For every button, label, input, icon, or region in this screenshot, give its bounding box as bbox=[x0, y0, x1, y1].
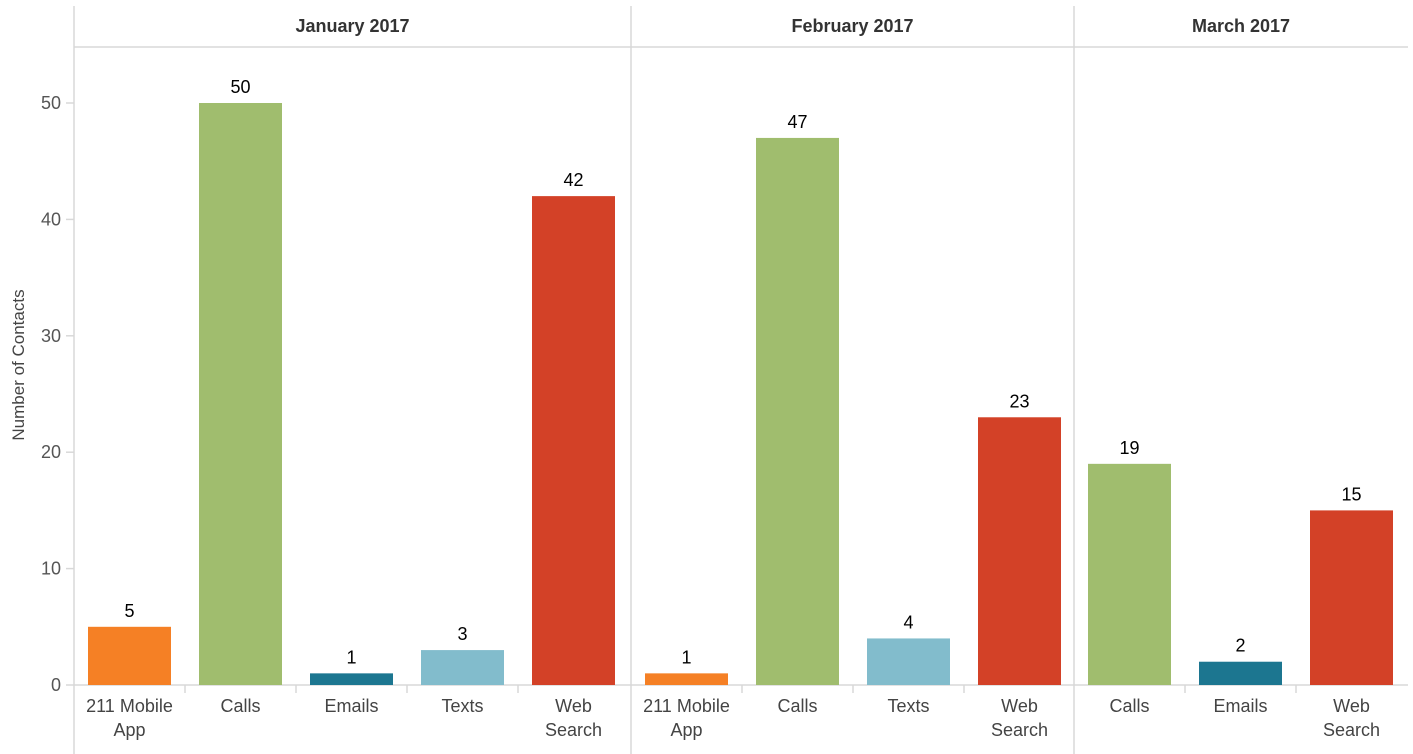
data-label: 42 bbox=[563, 170, 583, 190]
x-tick-label: Calls bbox=[220, 696, 260, 716]
x-tick-label: Calls bbox=[777, 696, 817, 716]
data-label: 2 bbox=[1235, 636, 1245, 656]
data-label: 3 bbox=[457, 624, 467, 644]
bar-calls bbox=[1088, 463, 1171, 685]
y-tick-label: 40 bbox=[41, 209, 61, 229]
bar-calls bbox=[199, 103, 282, 685]
bar-calls bbox=[756, 137, 839, 686]
panel-title: February 2017 bbox=[791, 16, 913, 36]
y-tick-label: 20 bbox=[41, 442, 61, 462]
x-tick-label: Web Search bbox=[545, 696, 602, 740]
y-tick-label: 10 bbox=[41, 559, 61, 579]
bar-web-search bbox=[532, 196, 615, 685]
bar-emails bbox=[1199, 661, 1282, 685]
data-label: 4 bbox=[903, 612, 913, 632]
bar-211-mobile-app bbox=[645, 673, 728, 685]
data-label: 1 bbox=[346, 647, 356, 667]
x-tick-label: 211 Mobile App bbox=[643, 696, 730, 740]
data-label: 50 bbox=[230, 77, 250, 97]
x-tick-label: Texts bbox=[441, 696, 483, 716]
data-label: 47 bbox=[787, 112, 807, 132]
chart-panels: January 2017 5 211 Mobile App 50 Calls 1 Emails… bbox=[86, 16, 1393, 740]
panel-3: March 2017 19 Calls 2 Emails 15 Web Search bbox=[1088, 16, 1393, 740]
panel-1: January 2017 5 211 Mobile App 50 Calls 1 Emails… bbox=[86, 16, 615, 740]
bar-emails bbox=[310, 673, 393, 685]
panel-title: January 2017 bbox=[295, 16, 409, 36]
data-label: 5 bbox=[124, 601, 134, 621]
y-axis: 0 10 20 30 40 50 bbox=[41, 93, 74, 695]
x-tick-label: Web Search bbox=[1323, 696, 1380, 740]
panel-title: March 2017 bbox=[1192, 16, 1290, 36]
x-tick-label: Web Search bbox=[991, 696, 1048, 740]
bar-texts bbox=[421, 650, 504, 685]
bar-211-mobile-app bbox=[88, 626, 171, 685]
x-tick-label: Emails bbox=[1213, 696, 1267, 716]
y-axis-title: Number of Contacts bbox=[9, 289, 28, 440]
y-tick-label: 50 bbox=[41, 93, 61, 113]
data-label: 23 bbox=[1009, 391, 1029, 411]
y-tick-label: 30 bbox=[41, 326, 61, 346]
bar-web-search bbox=[1310, 510, 1393, 685]
x-tick-label: Calls bbox=[1109, 696, 1149, 716]
data-label: 15 bbox=[1341, 484, 1361, 504]
data-label: 19 bbox=[1119, 438, 1139, 458]
bar-texts bbox=[867, 638, 950, 685]
bar-web-search bbox=[978, 417, 1061, 685]
x-tick-label: Texts bbox=[887, 696, 929, 716]
x-tick-label: Emails bbox=[324, 696, 378, 716]
data-label: 1 bbox=[681, 647, 691, 667]
panel-2: February 2017 1 211 Mobile App 47 Calls 4 Texts… bbox=[643, 16, 1061, 740]
y-tick-label: 0 bbox=[51, 675, 61, 695]
x-tick-label: 211 Mobile App bbox=[86, 696, 173, 740]
